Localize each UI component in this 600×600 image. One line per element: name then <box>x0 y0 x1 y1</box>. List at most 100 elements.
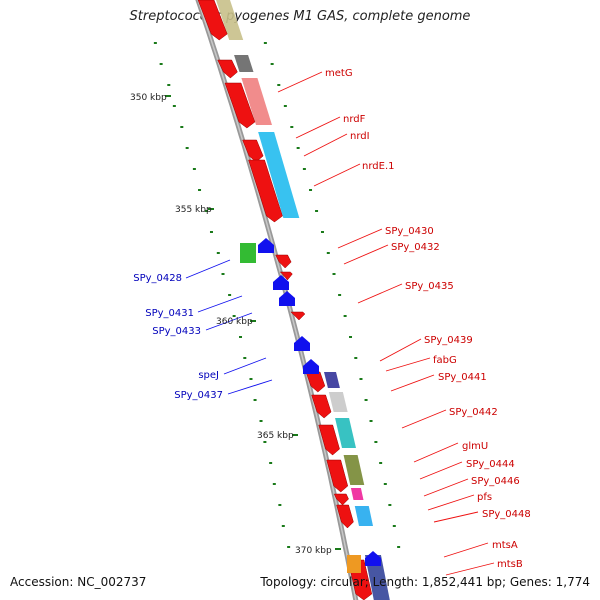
tick-mark <box>397 546 401 548</box>
gene-features <box>197 0 381 600</box>
feature-band <box>241 78 272 125</box>
tick-mark <box>159 63 163 65</box>
gene-arrow <box>318 424 340 456</box>
tick-mark <box>263 42 267 44</box>
tick-mark <box>172 105 176 107</box>
label-leader <box>379 338 422 362</box>
feature-band <box>354 506 374 526</box>
gene-label[interactable]: SPy_0448 <box>482 509 531 520</box>
major-tick <box>208 208 214 210</box>
gene-arrow <box>197 0 228 41</box>
gene-arrow <box>333 493 349 506</box>
gene-label[interactable]: SPy_0430 <box>385 226 434 237</box>
label-leader <box>357 283 403 304</box>
label-leader <box>443 542 489 558</box>
tick-mark <box>287 546 291 548</box>
gene-arrow-reverse <box>365 551 381 566</box>
gene-label[interactable]: nrdF <box>343 114 366 125</box>
label-leader <box>427 494 475 511</box>
tick-mark <box>249 378 253 380</box>
gene-label[interactable]: glmU <box>462 441 488 452</box>
label-leader <box>313 163 361 187</box>
label-leader <box>433 511 479 523</box>
tick-mark <box>263 441 267 443</box>
tick-mark <box>343 315 347 317</box>
tick-mark <box>296 147 300 149</box>
gene-label[interactable]: mtsB <box>497 559 523 570</box>
major-tick <box>292 434 298 436</box>
gene-label[interactable]: SPy_0442 <box>449 407 498 418</box>
major-tick <box>165 95 171 97</box>
label-leader <box>445 562 495 576</box>
feature-band <box>350 488 364 500</box>
tick-mark <box>243 357 247 359</box>
tick-mark <box>379 462 383 464</box>
gene-box <box>240 243 256 263</box>
feature-band <box>328 392 348 412</box>
tick-mark <box>338 294 342 296</box>
label-leader <box>295 116 341 139</box>
gene-label[interactable]: SPy_0444 <box>466 459 515 470</box>
gene-label[interactable]: SPy_0428 <box>133 273 182 284</box>
gene-label[interactable]: SPy_0433 <box>152 326 201 337</box>
scale-ticks-inner <box>153 42 341 550</box>
tick-mark <box>192 168 196 170</box>
scale-label: 360 kbp <box>216 317 253 327</box>
gene-label[interactable]: SPy_0431 <box>145 308 194 319</box>
gene-label[interactable]: mtsA <box>492 540 518 551</box>
gene-label[interactable]: SPy_0441 <box>438 372 487 383</box>
gene-label[interactable]: speJ <box>198 370 219 381</box>
backbone-line <box>195 0 359 600</box>
gene-arrow <box>217 59 238 79</box>
gene-label[interactable]: fabG <box>433 355 457 366</box>
gene-label[interactable]: SPy_0435 <box>405 281 454 292</box>
gene-arrow <box>248 159 283 223</box>
gene-arrow <box>279 271 293 281</box>
feature-band <box>258 132 300 218</box>
tick-mark <box>270 63 274 65</box>
tick-mark <box>228 294 232 296</box>
tick-mark <box>278 504 282 506</box>
scale-label: 370 kbp <box>295 546 332 556</box>
tick-mark <box>302 168 306 170</box>
gene-arrow <box>326 459 349 493</box>
gene-label[interactable]: SPy_0446 <box>471 476 520 487</box>
tick-mark <box>180 126 184 128</box>
feature-band <box>324 372 340 388</box>
tick-mark <box>364 399 368 401</box>
gene-label[interactable]: pfs <box>477 492 492 503</box>
label-leader <box>223 357 267 375</box>
major-tick <box>335 548 341 550</box>
tick-mark <box>383 483 387 485</box>
tick-mark <box>216 252 220 254</box>
label-leader <box>227 379 273 395</box>
feature-band <box>364 555 390 600</box>
gene-label[interactable]: nrdE.1 <box>362 161 394 172</box>
gene-label[interactable]: SPy_0432 <box>391 242 440 253</box>
gene-label[interactable]: SPy_0439 <box>424 335 473 346</box>
gene-label[interactable]: metG <box>325 68 353 79</box>
accession-label: Accession: NC_002737 <box>10 575 147 589</box>
tick-mark <box>209 231 213 233</box>
tick-mark <box>332 273 336 275</box>
tick-mark <box>374 441 378 443</box>
gene-arrow <box>275 254 292 269</box>
scale-labels: 350 kbp 355 kbp 360 kbp 365 kbp 370 kbp <box>130 93 332 556</box>
tick-mark <box>369 420 373 422</box>
gene-label[interactable]: SPy_0437 <box>174 390 223 401</box>
gene-label[interactable]: nrdI <box>350 131 370 142</box>
tick-mark <box>259 420 263 422</box>
tick-mark <box>269 462 273 464</box>
label-leader <box>401 409 447 429</box>
tick-mark <box>392 525 396 527</box>
label-leader <box>185 259 231 279</box>
tick-mark <box>272 483 276 485</box>
tick-mark <box>198 189 202 191</box>
gene-labels-forward: metG nrdF nrdI nrdE.1 SPy_0430 SPy_0432 … <box>325 68 531 570</box>
gene-arrow-reverse <box>294 336 310 351</box>
tick-mark <box>315 210 319 212</box>
scale-label: 355 kbp <box>175 205 212 215</box>
tick-mark <box>388 504 392 506</box>
label-leader <box>390 374 435 392</box>
